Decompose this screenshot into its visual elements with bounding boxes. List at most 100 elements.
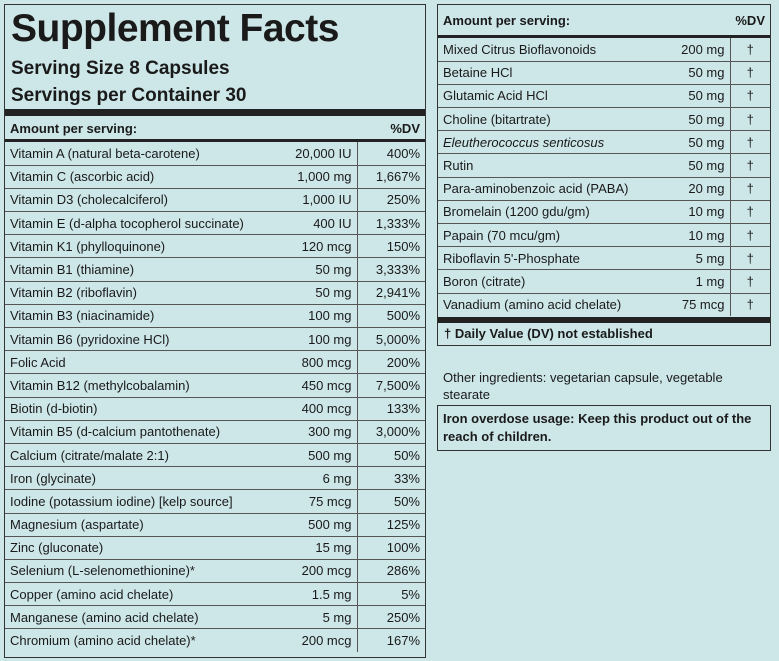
nutrient-table: Amount per serving: %DV Mixed Citrus Biofl… [438, 5, 770, 317]
nutrient-amount: 50 mg [640, 153, 730, 178]
nutrient-row: Vitamin B2 (riboflavin) 50 mg 2,941% [5, 281, 425, 305]
nutrient-table: Amount per serving: %DV Vitamin A (natural… [5, 117, 425, 653]
nutrient-name: Vanadium (amino acid chelate) [443, 297, 622, 313]
nutrient-name: Chromium (amino acid chelate)* [10, 633, 196, 649]
nutrient-name: Magnesium (aspartate) [5, 513, 257, 537]
nutrient-row: Chromium (amino acid chelate)* 200 mcg 167… [5, 628, 425, 653]
divider [438, 35, 770, 38]
nutrient-row: Para-aminobenzoic acid (PABA) 20 mg † [438, 177, 770, 201]
nutrient-amount: 120 mcg [257, 234, 357, 259]
nutrient-dv: † [729, 269, 770, 294]
nutrient-row: Mixed Citrus Bioflavonoids 200 mg † [438, 38, 770, 62]
nutrient-dv: † [729, 84, 770, 109]
nutrient-amount: 75 mcg [257, 489, 357, 514]
nutrient-name: Vitamin C (ascorbic acid) [5, 165, 257, 189]
nutrient-name: Zinc (gluconate) [5, 536, 257, 560]
nutrient-row: Zinc (gluconate) 15 mg 100% [5, 536, 425, 560]
nutrient-name: Vitamin D3 (cholecalciferol) [5, 188, 257, 213]
nutrient-dv: 100% [356, 536, 425, 560]
nutrient-row: Vitamin B3 (niacinamide) 100 mg 500% [5, 304, 425, 329]
divider-row [438, 35, 770, 38]
nutrient-dv: 133% [356, 397, 425, 421]
nutrient-dv: † [729, 200, 770, 225]
nutrient-name: Vitamin K1 (phylloquinone) [5, 234, 257, 259]
divider [5, 139, 425, 142]
nutrient-amount: 1 mg [640, 269, 730, 294]
title: Supplement Facts [11, 7, 339, 50]
nutrient-name: Copper (amino acid chelate) [5, 582, 257, 607]
nutrient-dv: 150% [356, 234, 425, 259]
header-dv: %DV [735, 12, 765, 28]
nutrient-row: Iron (glycinate) 6 mg 33% [5, 466, 425, 491]
nutrient-amount: 800 mcg [257, 350, 357, 375]
nutrient-row: Biotin (d-biotin) 400 mcg 133% [5, 397, 425, 421]
nutrient-row: Vitamin B1 (thiamine) 50 mg 3,333% [5, 257, 425, 282]
nutrient-amount: 200 mcg [257, 559, 357, 584]
nutrient-dv: † [729, 107, 770, 132]
nutrient-amount: 50 mg [640, 107, 730, 132]
nutrient-name: Iron (glycinate) [5, 466, 257, 491]
nutrient-name: Vitamin E (d-alpha tocopherol succinate) [5, 211, 257, 236]
nutrient-amount: 1.5 mg [257, 582, 357, 607]
nutrient-dv: 50% [356, 443, 425, 468]
nutrient-dv: 50% [356, 489, 425, 514]
nutrient-amount: 50 mg [640, 130, 730, 155]
warning: Iron overdose usage: Keep this product o… [437, 405, 771, 451]
other-ingredients: Other ingredients: vegetarian capsule, v… [443, 370, 723, 402]
nutrient-row: Vitamin A (natural beta-carotene) 20,000 … [5, 142, 425, 166]
nutrient-name: Vitamin B5 (d-calcium pantothenate) [5, 420, 257, 444]
nutrient-dv: † [729, 223, 770, 248]
nutrient-amount: 400 mcg [257, 397, 357, 421]
nutrient-amount: 200 mg [640, 38, 730, 62]
nutrient-row: Eleutherococcus senticosus 50 mg † [438, 130, 770, 155]
nutrient-name: Glutamic Acid HCl [438, 84, 640, 109]
header-row: Amount per serving: %DV [5, 117, 425, 139]
header-amount: Amount per serving: [443, 12, 571, 28]
nutrient-row: Vitamin K1 (phylloquinone) 120 mcg 150% [5, 234, 425, 259]
nutrient-row: Vitamin D3 (cholecalciferol) 1,000 IU 250% [5, 188, 425, 213]
nutrient-name: Manganese (amino acid chelate) [5, 605, 257, 630]
nutrient-name: Vitamin B1 (thiamine) [5, 257, 257, 282]
nutrient-dv: 286% [356, 559, 425, 584]
header-row: Amount per serving: %DV [438, 5, 770, 35]
nutrient-dv: 400% [356, 142, 425, 166]
nutrient-amount: 10 mg [640, 223, 730, 248]
serving-size: Serving Size 8 Capsules [11, 58, 230, 79]
nutrient-amount: 50 mg [257, 281, 357, 305]
nutrient-dv: † [729, 177, 770, 201]
nutrient-row: Bromelain (1200 gdu/gm) 10 mg † [438, 200, 770, 225]
nutrient-row: Calcium (citrate/malate 2:1) 500 mg 50% [5, 443, 425, 468]
nutrient-name: Rutin [438, 153, 640, 178]
nutrient-dv: 1,667% [356, 165, 425, 189]
nutrient-dv: † [729, 38, 770, 62]
supplement-facts-panel: Supplement Facts Serving Size 8 Capsules… [4, 4, 426, 658]
nutrient-amount: 400 IU [257, 211, 357, 236]
nutrient-amount: 450 mcg [257, 373, 357, 398]
nutrient-row: Vitamin B5 (d-calcium pantothenate) 300 m… [5, 420, 425, 444]
nutrient-name: Folic Acid [5, 350, 257, 375]
nutrient-amount: 50 mg [257, 257, 357, 282]
nutrient-dv: 200% [356, 350, 425, 375]
nutrient-amount: 50 mg [640, 84, 730, 109]
nutrient-name: Bromelain (1200 gdu/gm) [438, 200, 640, 225]
nutrient-amount: 200 mcg [301, 633, 352, 649]
nutrient-dv: 125% [356, 513, 425, 537]
nutrient-amount: 6 mg [257, 466, 357, 491]
nutrient-name: Vitamin B12 (methylcobalamin) [5, 373, 257, 398]
nutrient-name: Mixed Citrus Bioflavonoids [438, 38, 640, 62]
nutrient-name: Vitamin B2 (riboflavin) [5, 281, 257, 305]
nutrient-dv: 5,000% [356, 327, 425, 352]
nutrient-name: Boron (citrate) [438, 269, 640, 294]
nutrient-amount: 15 mg [257, 536, 357, 560]
divider [5, 109, 425, 116]
nutrient-amount: 20,000 IU [257, 142, 357, 166]
nutrient-amount: 5 mg [257, 605, 357, 630]
nutrient-amount: 100 mg [257, 327, 357, 352]
nutrient-name: Vitamin B3 (niacinamide) [5, 304, 257, 329]
nutrient-amount: 10 mg [640, 200, 730, 225]
nutrient-amount: 300 mg [257, 420, 357, 444]
nutrient-amount: 500 mg [257, 513, 357, 537]
nutrient-dv: † [729, 153, 770, 178]
supplement-facts-panel-continued: Amount per serving: %DV Mixed Citrus Biofl… [437, 4, 771, 346]
